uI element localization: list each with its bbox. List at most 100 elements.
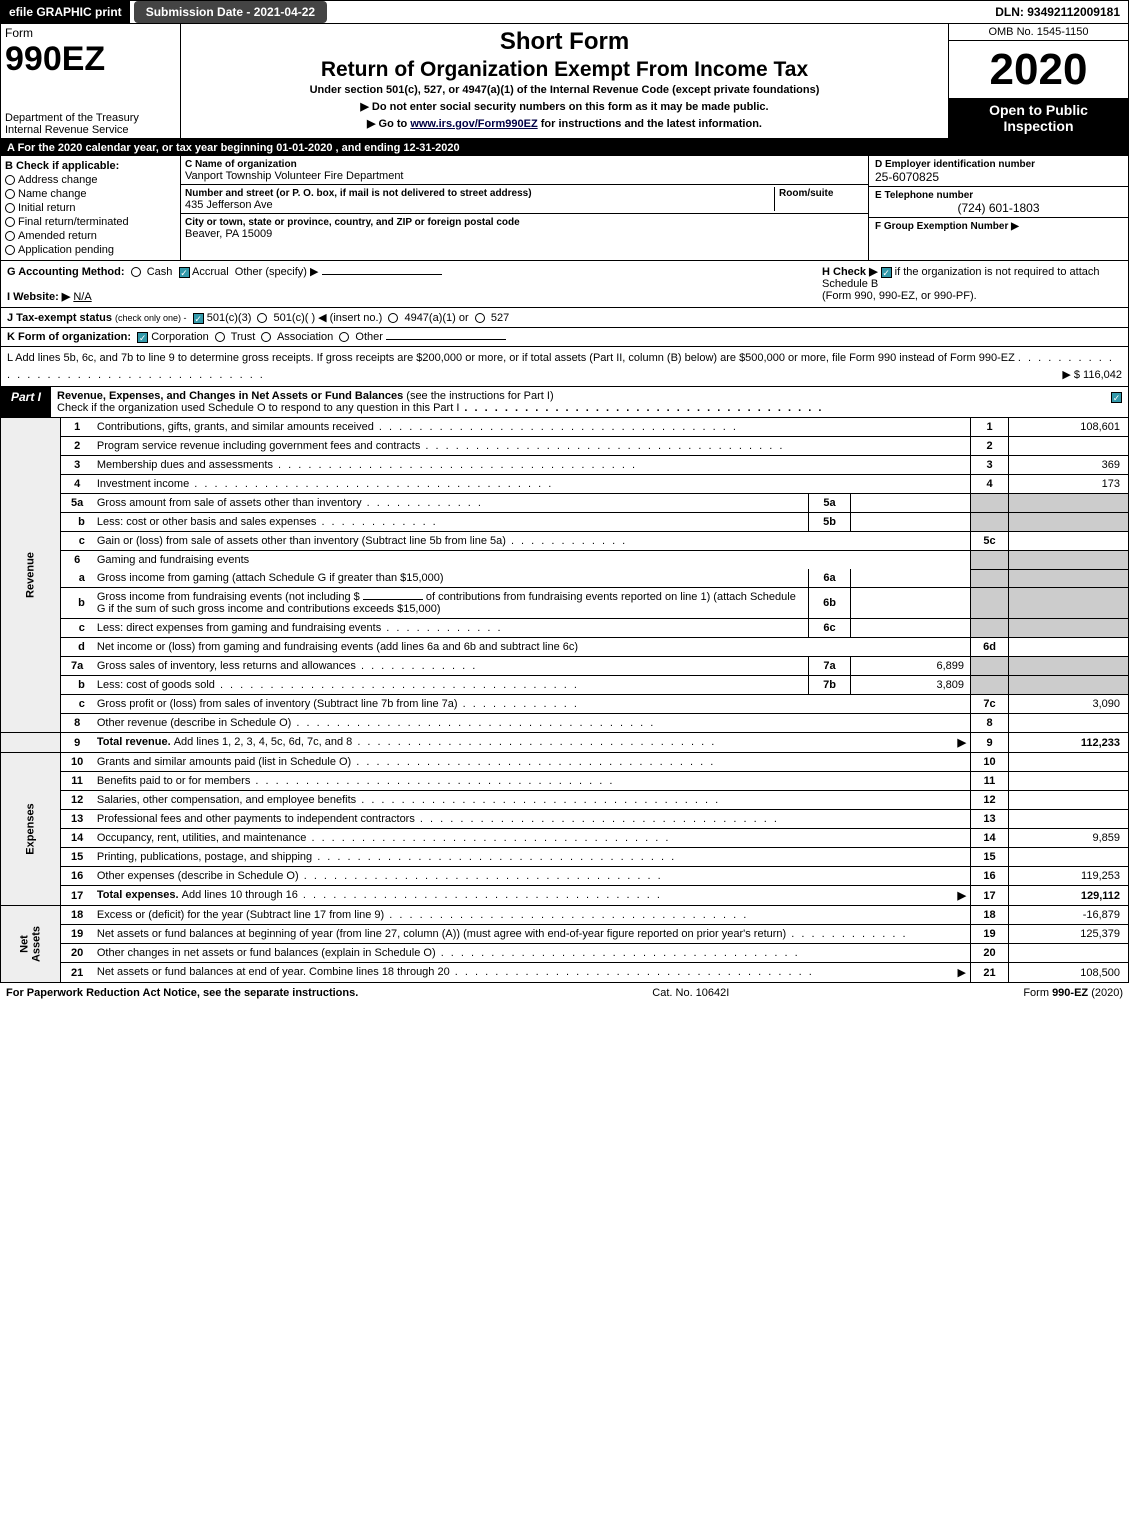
mid-ref: 5b bbox=[809, 513, 851, 532]
header-sub3: ▶ Go to www.irs.gov/Form990EZ for instru… bbox=[189, 117, 940, 130]
line-num: 15 bbox=[61, 848, 93, 867]
checked-icon[interactable]: ✓ bbox=[179, 267, 190, 278]
g-other-input[interactable] bbox=[322, 274, 442, 275]
k-corp: Corporation bbox=[151, 331, 208, 343]
shade-cell bbox=[971, 619, 1009, 638]
check-icon[interactable] bbox=[5, 189, 15, 199]
footer: For Paperwork Reduction Act Notice, see … bbox=[0, 983, 1129, 1003]
line-val: -16,879 bbox=[1009, 906, 1129, 925]
line-num: 21 bbox=[61, 963, 93, 983]
line-val: 112,233 bbox=[1009, 733, 1129, 753]
mid-ref: 7a bbox=[809, 657, 851, 676]
row-h: H Check ▶ ✓ if the organization is not r… bbox=[822, 265, 1122, 303]
line-num: b bbox=[61, 513, 93, 532]
section-bcd: B Check if applicable: Address change Na… bbox=[0, 156, 1129, 261]
col-d: D Employer identification number 25-6070… bbox=[868, 156, 1128, 260]
line-desc: Professional fees and other payments to … bbox=[93, 810, 971, 829]
check-icon[interactable] bbox=[257, 313, 267, 323]
check-icon[interactable] bbox=[131, 267, 141, 277]
mid-ref: 5a bbox=[809, 494, 851, 513]
line-num: 10 bbox=[61, 753, 93, 772]
part1-header: Part I Revenue, Expenses, and Changes in… bbox=[0, 387, 1129, 418]
line-num: 19 bbox=[61, 925, 93, 944]
line-ref: 13 bbox=[971, 810, 1009, 829]
shade-cell bbox=[971, 657, 1009, 676]
irs-link[interactable]: www.irs.gov/Form990EZ bbox=[410, 118, 537, 130]
line-num: 18 bbox=[61, 906, 93, 925]
header-sub2: ▶ Do not enter social security numbers o… bbox=[189, 100, 940, 113]
line-desc: Less: cost or other basis and sales expe… bbox=[93, 513, 809, 532]
contrib-input[interactable] bbox=[363, 599, 423, 600]
check-icon[interactable] bbox=[261, 332, 271, 342]
checked-icon[interactable]: ✓ bbox=[881, 267, 892, 278]
line-desc: Gross sales of inventory, less returns a… bbox=[93, 657, 809, 676]
line-ref: 11 bbox=[971, 772, 1009, 791]
line-desc: Other expenses (describe in Schedule O) bbox=[93, 867, 971, 886]
line-num: 9 bbox=[61, 733, 93, 753]
line-ref: 12 bbox=[971, 791, 1009, 810]
line-ref: 20 bbox=[971, 944, 1009, 963]
shade-cell bbox=[1009, 513, 1129, 532]
line-num: 8 bbox=[61, 714, 93, 733]
line-ref: 1 bbox=[971, 418, 1009, 437]
form-header: Form 990EZ Department of the Treasury In… bbox=[0, 24, 1129, 140]
line-desc: Total expenses. Add lines 10 through 16 … bbox=[93, 886, 971, 906]
line-ref: 19 bbox=[971, 925, 1009, 944]
org-city: Beaver, PA 15009 bbox=[185, 228, 272, 240]
line-num: 7a bbox=[61, 657, 93, 676]
line-desc: Grants and similar amounts paid (list in… bbox=[93, 753, 971, 772]
line-desc: Net assets or fund balances at beginning… bbox=[93, 925, 971, 944]
revenue-tab: Revenue bbox=[1, 418, 61, 733]
b-header: B Check if applicable: bbox=[5, 160, 119, 172]
check-icon[interactable] bbox=[388, 313, 398, 323]
check-icon[interactable] bbox=[215, 332, 225, 342]
shade-cell bbox=[1009, 676, 1129, 695]
shade-cell bbox=[1009, 551, 1129, 570]
check-icon[interactable] bbox=[5, 245, 15, 255]
shade-cell bbox=[971, 588, 1009, 619]
form-word: Form bbox=[5, 26, 33, 40]
shade-cell bbox=[971, 676, 1009, 695]
check-icon[interactable] bbox=[5, 175, 15, 185]
j-small: (check only one) - bbox=[115, 313, 187, 323]
line-desc: Gross income from gaming (attach Schedul… bbox=[93, 569, 809, 588]
header-right: OMB No. 1545-1150 2020 Open to Public In… bbox=[948, 24, 1128, 138]
line-desc: Other changes in net assets or fund bala… bbox=[93, 944, 971, 963]
check-icon[interactable] bbox=[475, 313, 485, 323]
c-addr-label: Number and street (or P. O. box, if mail… bbox=[185, 188, 532, 199]
shade-cell bbox=[1009, 588, 1129, 619]
line-ref: 2 bbox=[971, 437, 1009, 456]
checked-icon[interactable]: ✓ bbox=[1111, 392, 1122, 403]
checked-icon[interactable]: ✓ bbox=[137, 332, 148, 343]
mid-ref: 6b bbox=[809, 588, 851, 619]
check-icon[interactable] bbox=[5, 231, 15, 241]
check-icon[interactable] bbox=[5, 217, 15, 227]
line-ref: 9 bbox=[971, 733, 1009, 753]
c-city-label: City or town, state or province, country… bbox=[185, 217, 520, 228]
check-icon[interactable] bbox=[339, 332, 349, 342]
line-val bbox=[1009, 810, 1129, 829]
line-val bbox=[1009, 772, 1129, 791]
line-ref: 17 bbox=[971, 886, 1009, 906]
mid-ref: 7b bbox=[809, 676, 851, 695]
line-ref: 7c bbox=[971, 695, 1009, 714]
j-label: J Tax-exempt status bbox=[7, 312, 112, 324]
check-icon[interactable] bbox=[5, 203, 15, 213]
k-assoc: Association bbox=[277, 331, 333, 343]
line-desc: Gaming and fundraising events bbox=[93, 551, 971, 570]
b-amended: Amended return bbox=[18, 230, 97, 242]
line-num: a bbox=[61, 569, 93, 588]
org-address: 435 Jefferson Ave bbox=[185, 199, 273, 211]
netassets-tab: Net Assets bbox=[1, 906, 61, 983]
col-b: B Check if applicable: Address change Na… bbox=[1, 156, 181, 260]
k-other-input[interactable] bbox=[386, 339, 506, 340]
c-name-label: C Name of organization bbox=[185, 159, 297, 170]
checked-icon[interactable]: ✓ bbox=[193, 313, 204, 324]
line-desc: Gross profit or (loss) from sales of inv… bbox=[93, 695, 971, 714]
footer-left: For Paperwork Reduction Act Notice, see … bbox=[6, 987, 358, 999]
shade-cell bbox=[971, 569, 1009, 588]
line-val: 119,253 bbox=[1009, 867, 1129, 886]
line-ref: 10 bbox=[971, 753, 1009, 772]
row-j: J Tax-exempt status (check only one) - ✓… bbox=[0, 308, 1129, 328]
j-527: 527 bbox=[491, 312, 509, 324]
